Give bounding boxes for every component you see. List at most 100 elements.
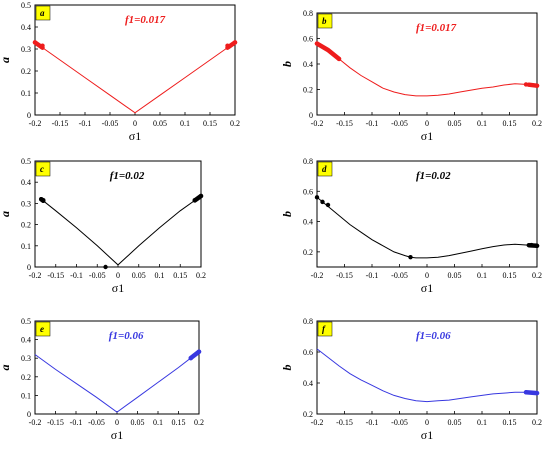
x-axis-label-a: σ1	[129, 129, 141, 143]
panel-a: -0.2 -0.15 -0.1 -0.05 0 0.05 0.1 0.15 0.2 0 0.1 0.2…	[0, 1, 240, 143]
data-point-a	[225, 43, 230, 48]
x-tick-label-a: 0	[133, 119, 137, 128]
x-tick-label-d: 0.05	[448, 271, 462, 280]
x-tick-label-c: 0.2	[196, 271, 206, 280]
y-tick-label-a: 0.4	[21, 23, 31, 32]
data-point-e	[196, 349, 202, 354]
x-tick-label-b: -0.05	[391, 119, 408, 128]
y-tick-label-d: 0.4	[303, 218, 313, 227]
x-tick-label-b: 0.05	[448, 119, 462, 128]
x-axis-label-b: σ1	[421, 129, 433, 143]
y-tick-label-e: 0	[27, 410, 31, 419]
x-tick-label-b: 0.2	[532, 119, 542, 128]
x-axis-label-f: σ1	[421, 428, 433, 442]
panel-letter-box-b	[317, 13, 333, 29]
y-tick-label-e: 0.5	[21, 317, 31, 326]
data-point-e	[188, 356, 193, 361]
y-tick-label-e: 0.4	[21, 336, 31, 345]
x-tick-label-b: 0.15	[503, 119, 517, 128]
x-tick-label-d: 0.15	[503, 271, 517, 280]
x-tick-label-d: -0.1	[366, 271, 379, 280]
data-point-b	[314, 41, 320, 46]
x-tick-label-e: 0.05	[131, 418, 145, 427]
y-tick-label-d: 0.8	[303, 157, 313, 166]
x-tick-label-d: -0.2	[311, 271, 324, 280]
y-tick-label-f: 0.6	[303, 348, 313, 357]
x-tick-label-c: 0.1	[155, 271, 165, 280]
y-tick-label-a: 0.1	[21, 89, 31, 98]
x-tick-label-a: 0.1	[180, 119, 190, 128]
data-point-a	[32, 40, 38, 45]
data-point-d	[314, 195, 320, 200]
x-tick-label-c: -0.1	[70, 271, 83, 280]
data-point-b	[534, 83, 540, 88]
panel-f: -0.2 -0.15 -0.1 -0.05 0 0.05 0.1 0.15 0.2 0.2 0.4 0…	[280, 317, 542, 442]
panel-letter-box-c	[35, 161, 51, 177]
x-tick-label-f: 0.05	[448, 418, 462, 427]
y-tick-label-c: 0	[27, 263, 31, 272]
y-tick-label-b: 0.8	[303, 9, 313, 18]
y-axis-label-e: a	[0, 365, 12, 371]
data-point-d	[325, 202, 331, 208]
y-tick-label-b: 0.4	[303, 60, 313, 69]
panel-letter-c: c	[40, 164, 44, 174]
y-tick-label-b: 0.2	[303, 86, 313, 95]
y-axis-label-d: b	[280, 211, 294, 217]
y-tick-label-a: 0.3	[21, 45, 31, 54]
y-tick-label-e: 0.1	[21, 391, 31, 400]
y-tick-label-b: 0.6	[303, 35, 313, 44]
x-tick-label-e: 0.2	[194, 418, 204, 427]
y-tick-label-c: 0.2	[21, 221, 31, 230]
y-tick-label-f: 0.4	[303, 379, 313, 388]
panel-e: -0.2 -0.15 -0.1 -0.05 0 0.05 0.1 0.15 0.2 0 0.1 0.2…	[0, 317, 204, 442]
annotation-b: f1=0.017	[416, 22, 457, 34]
x-tick-label-b: -0.15	[336, 119, 353, 128]
x-tick-label-c: -0.05	[89, 271, 106, 280]
x-tick-label-d: 0.2	[532, 271, 542, 280]
x-tick-label-d: 0	[425, 271, 429, 280]
panel-letter-f: f	[322, 324, 326, 334]
y-tick-label-c: 0.1	[21, 242, 31, 251]
y-tick-label-d: 0.2	[303, 248, 313, 257]
x-axis-label-e: σ1	[111, 428, 123, 442]
data-point-c	[192, 198, 197, 203]
data-point-c	[198, 193, 204, 199]
x-tick-label-e: 0	[115, 418, 119, 427]
data-point-d	[529, 242, 534, 248]
x-tick-label-f: -0.1	[366, 418, 379, 427]
x-tick-label-e: -0.15	[47, 418, 64, 427]
y-tick-label-a: 0	[27, 111, 31, 120]
annotation-e: f1=0.06	[109, 330, 144, 342]
series-line-a	[34, 41, 236, 114]
series-line-d	[316, 196, 538, 259]
x-tick-label-e: -0.1	[70, 418, 83, 427]
x-tick-label-b: -0.2	[311, 119, 324, 128]
x-tick-label-f: 0.15	[503, 418, 517, 427]
data-point-d	[320, 199, 325, 205]
x-tick-label-f: 0.2	[532, 418, 542, 427]
panel-letter-d: d	[322, 164, 327, 174]
annotation-d: f1=0.02	[416, 170, 451, 182]
panel-b: -0.2 -0.15 -0.1 -0.05 0 0.05 0.1 0.15 0.2 0 0.2 0.4…	[280, 9, 542, 143]
y-tick-label-f: 0.2	[303, 410, 313, 419]
y-tick-label-b: 0	[309, 111, 313, 120]
data-point-a	[232, 40, 238, 45]
annotation-a: f1=0.017	[125, 14, 166, 26]
x-tick-label-a: -0.15	[52, 119, 69, 128]
y-tick-label-c: 0.5	[21, 157, 31, 166]
panel-letter-e: e	[40, 324, 44, 334]
x-tick-label-a: 0.15	[203, 119, 217, 128]
x-tick-label-e: 0.15	[172, 418, 186, 427]
x-tick-label-f: 0.1	[477, 418, 487, 427]
y-tick-label-e: 0.2	[21, 373, 31, 382]
y-tick-label-c: 0.4	[21, 178, 31, 187]
y-tick-label-d: 0.6	[303, 187, 313, 196]
data-point-d	[408, 254, 413, 260]
panel-letter-a: a	[40, 8, 45, 18]
series-line-f	[316, 348, 538, 403]
data-point-f	[534, 390, 540, 396]
y-axis-label-a: a	[0, 57, 12, 63]
data-point-c	[41, 198, 46, 203]
x-tick-label-c: -0.15	[47, 271, 64, 280]
